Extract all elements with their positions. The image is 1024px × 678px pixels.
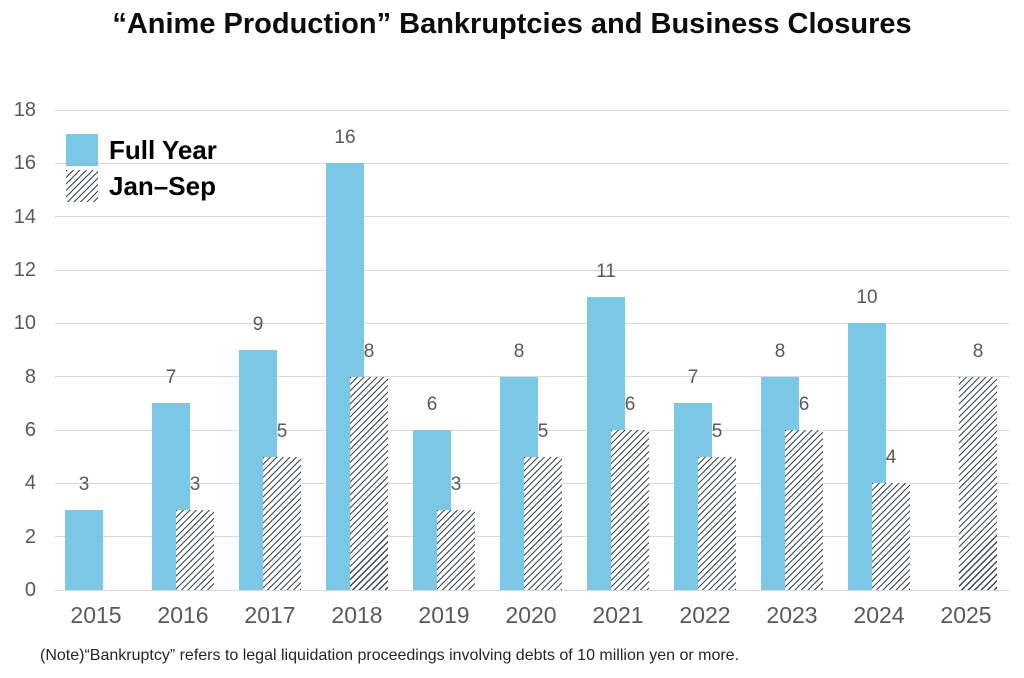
value-label: 8 (774, 340, 786, 362)
gridline (55, 589, 1009, 591)
y-tick-label: 18 (13, 99, 36, 121)
x-tick-label: 2018 (331, 602, 383, 628)
bar-jan-sep-2020 (524, 456, 562, 590)
legend-full-year-label: Full Year (109, 135, 217, 165)
x-tick-label: 2019 (418, 602, 470, 628)
value-label: 7 (165, 367, 177, 389)
bar-jan-sep-2023 (785, 430, 823, 590)
bar-jan-sep-2025 (959, 376, 997, 590)
value-label: 10 (856, 287, 878, 309)
value-label: 5 (276, 420, 288, 442)
bar-full-year-2015 (65, 510, 103, 590)
gridline (55, 162, 1009, 164)
value-label: 8 (513, 340, 525, 362)
value-label: 8 (972, 340, 984, 362)
footnote: (Note)“Bankruptcy” refers to legal liqui… (40, 647, 740, 664)
gridline (55, 216, 1009, 218)
x-tick-label: 2024 (853, 602, 905, 628)
y-tick-label: 14 (13, 205, 36, 228)
bar-jan-sep-2019 (437, 510, 475, 590)
y-tick-label: 4 (24, 472, 36, 495)
y-tick-label: 8 (24, 365, 36, 388)
x-tick-label: 2017 (244, 602, 296, 628)
legend-item-full-year: Full Year (66, 134, 217, 166)
value-label: 5 (711, 420, 723, 442)
value-label: 7 (687, 367, 699, 389)
value-label: 11 (596, 260, 616, 282)
chart-title: “Anime Production” Bankruptcies and Busi… (112, 8, 912, 40)
bar-jan-sep-2021 (611, 430, 649, 590)
value-label: 16 (334, 127, 356, 149)
x-tick-label: 2015 (70, 602, 122, 628)
x-tick-label: 2020 (505, 602, 557, 628)
value-label: 3 (450, 474, 462, 495)
gridline (55, 109, 1009, 111)
bar-jan-sep-2024 (872, 483, 910, 590)
x-tick-label: 2025 (940, 602, 992, 628)
y-tick-label: 2 (24, 525, 36, 548)
x-tick-label: 2022 (679, 602, 731, 628)
legend-jan-sep-label: Jan–Sep (109, 171, 216, 201)
value-label: 6 (624, 394, 636, 415)
y-tick-label: 16 (13, 152, 36, 175)
value-label: 5 (537, 420, 549, 442)
y-tick-label: 12 (13, 259, 36, 281)
y-tick-label: 0 (24, 579, 36, 601)
legend: Full Year Jan–Sep (66, 134, 217, 206)
value-label: 8 (363, 340, 375, 362)
legend-item-jan-sep: Jan–Sep (66, 170, 217, 202)
x-tick-label: 2016 (157, 602, 209, 628)
y-tick-label: 6 (24, 419, 36, 441)
value-label: 6 (798, 394, 810, 415)
gridline (55, 269, 1009, 271)
bar-jan-sep-2022 (698, 456, 736, 590)
legend-full-year-swatch (66, 134, 98, 166)
bar-jan-sep-2017 (263, 456, 301, 590)
y-tick-label: 10 (13, 312, 36, 335)
value-label: 9 (252, 314, 264, 335)
value-label: 3 (78, 474, 90, 495)
gridline (55, 322, 1009, 324)
bar-jan-sep-2016 (176, 510, 214, 590)
value-label: 6 (426, 394, 438, 415)
x-tick-label: 2023 (766, 602, 818, 628)
legend-jan-sep-swatch (66, 170, 98, 202)
value-label: 3 (189, 474, 201, 495)
x-tick-label: 2021 (592, 602, 644, 628)
bar-jan-sep-2018 (350, 376, 388, 590)
value-label: 4 (885, 447, 897, 469)
